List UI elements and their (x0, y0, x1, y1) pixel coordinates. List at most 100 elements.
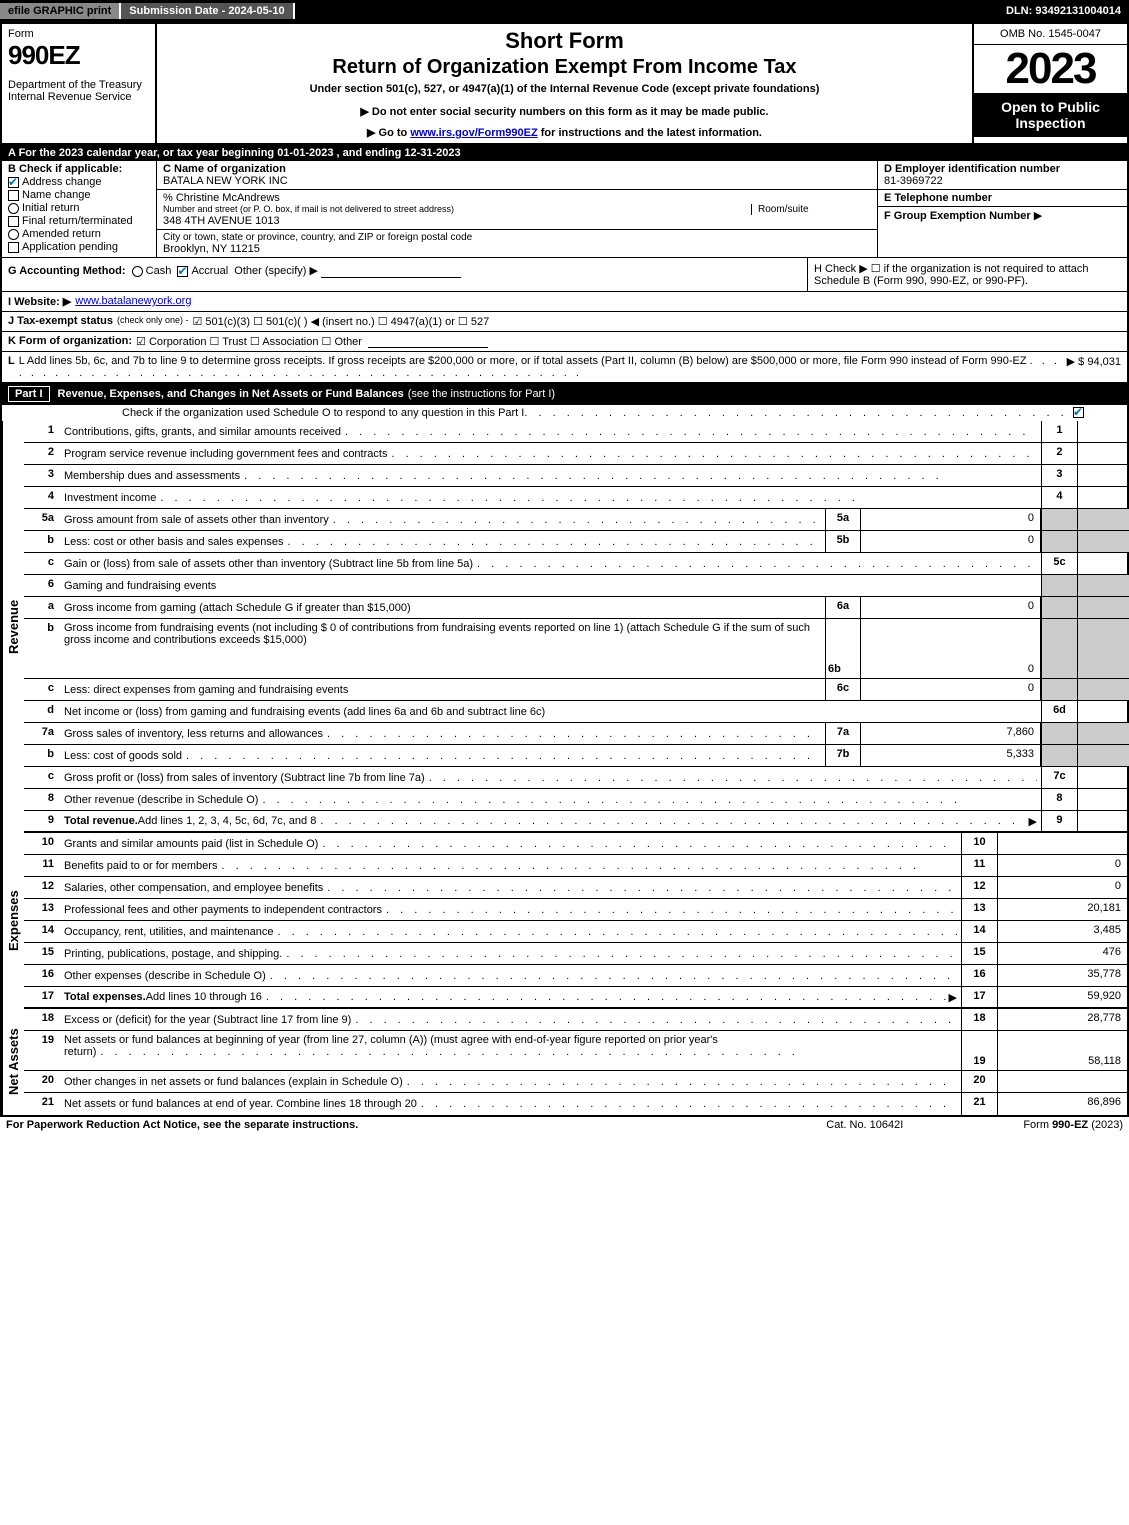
top-bar: efile GRAPHIC print Submission Date - 20… (0, 0, 1129, 22)
street-label: Number and street (or P. O. box, if mail… (163, 204, 751, 215)
page-footer: For Paperwork Reduction Act Notice, see … (0, 1117, 1129, 1133)
cb-application-pending[interactable]: Application pending (8, 241, 150, 253)
cb-amended[interactable]: Amended return (8, 228, 150, 240)
row-rnum: 16 (961, 965, 997, 986)
section-de: D Employer identification number 81-3969… (877, 161, 1127, 257)
row-num: 17 (24, 987, 60, 1007)
website-link[interactable]: www.batalanewyork.org (75, 295, 191, 308)
l-text: L Add lines 5b, 6c, and 7b to line 9 to … (19, 355, 1067, 379)
efile-link[interactable]: efile GRAPHIC print (0, 3, 121, 19)
cb-label: Name change (22, 189, 91, 201)
row-desc: Gross profit or (loss) from sales of inv… (64, 772, 425, 784)
dots: . . . . . . . . . . . . . . . . . . . . … (403, 1076, 957, 1088)
row-6a: a Gross income from gaming (attach Schedu… (24, 597, 1129, 619)
row-num: 9 (24, 811, 60, 831)
part-title: Revenue, Expenses, and Changes in Net As… (58, 388, 404, 400)
row-desc: Less: direct expenses from gaming and fu… (64, 684, 348, 696)
cb-label: Initial return (22, 202, 79, 214)
row-desc: Printing, publications, postage, and shi… (64, 948, 282, 960)
row-4: 4Investment income. . . . . . . . . . . … (24, 487, 1129, 509)
row-7a: 7aGross sales of inventory, less returns… (24, 723, 1129, 745)
row-num: 20 (24, 1071, 60, 1092)
revenue-rows: 1Contributions, gifts, grants, and simil… (24, 421, 1129, 833)
row-15: 15 Printing, publications, postage, and s… (24, 943, 1127, 965)
row-rval: 3,485 (997, 921, 1127, 942)
cb-final-return[interactable]: Final return/terminated (8, 215, 150, 227)
radio-icon[interactable] (132, 266, 143, 277)
schedule-o-checkbox[interactable] (1073, 407, 1084, 418)
row-rval: 86,896 (997, 1093, 1127, 1115)
row-num: c (24, 767, 60, 788)
row-num: 19 (24, 1031, 60, 1070)
cb-address-change[interactable]: Address change (8, 176, 150, 188)
row-rval: 28,778 (997, 1009, 1127, 1030)
dots: . . . . . . . . . . . . . . . . . . . . … (262, 991, 949, 1003)
note-ssn: ▶ Do not enter social security numbers o… (165, 105, 964, 118)
row-12: 12Salaries, other compensation, and empl… (24, 877, 1127, 899)
dots: . . . . . . . . . . . . . . . . . . . . … (473, 558, 1037, 570)
row-6b: bGross income from fundraising events (n… (24, 619, 1129, 679)
irs-link[interactable]: www.irs.gov/Form990EZ (410, 127, 537, 139)
footer-right: Form 990-EZ (2023) (1023, 1119, 1123, 1131)
form-word: Form (8, 28, 149, 40)
row-desc: Occupancy, rent, utilities, and maintena… (64, 926, 274, 938)
line-k: K Form of organization: ☑ Corporation ☐ … (2, 332, 1127, 352)
line-g: G Accounting Method: Cash Accrual Other … (2, 258, 807, 291)
arrow-icon: ▶ Go to (367, 127, 410, 139)
row-num: b (24, 619, 60, 678)
row-num: c (24, 553, 60, 574)
line-h: H Check ▶ ☐ if the organization is not r… (807, 258, 1127, 291)
row-6c: c Less: direct expenses from gaming and f… (24, 679, 1129, 701)
expenses-side-label: Expenses (2, 833, 24, 1009)
row-rval: 35,778 (997, 965, 1127, 986)
checkbox-icon[interactable] (177, 266, 188, 277)
dots: . . . . . . . . . . . . . . . . . . . . … (323, 728, 821, 740)
row-desc: Grants and similar amounts paid (list in… (64, 838, 318, 850)
header-right: OMB No. 1545-0047 2023 Open to Public In… (972, 24, 1127, 143)
row-5b: bLess: cost or other basis and sales exp… (24, 531, 1129, 553)
i-label: I Website: ▶ (8, 295, 71, 308)
cb-initial-return[interactable]: Initial return (8, 202, 150, 214)
row-desc: Net assets or fund balances at end of ye… (64, 1098, 417, 1110)
row-rval-grey (1077, 531, 1129, 552)
c-name-row: C Name of organization BATALA NEW YORK I… (157, 161, 877, 190)
row-num: c (24, 679, 60, 700)
row-rnum-grey (1041, 679, 1077, 700)
row-desc: Gaming and fundraising events (64, 580, 216, 592)
row-desc: Gross income from gaming (attach Schedul… (64, 602, 411, 614)
row-num: a (24, 597, 60, 618)
row-7c: c Gross profit or (loss) from sales of in… (24, 767, 1129, 789)
header-left: Form 990EZ Department of the Treasury In… (2, 24, 157, 143)
row-desc: Salaries, other compensation, and employ… (64, 882, 323, 894)
row-rnum: 17 (961, 987, 997, 1007)
row-5c: cGain or (loss) from sale of assets othe… (24, 553, 1129, 575)
row-rnum-grey (1041, 509, 1077, 530)
subtitle: Under section 501(c), 527, or 4947(a)(1)… (165, 83, 964, 95)
dots: . . . . . . . . . . . . . . . . . . . . … (258, 794, 1037, 806)
row-rnum: 9 (1041, 811, 1077, 831)
netassets-rows: 18Excess or (deficit) for the year (Subt… (24, 1009, 1127, 1115)
d-label: D Employer identification number (884, 163, 1121, 175)
row-num: 16 (24, 965, 60, 986)
row-7b: bLess: cost of goods sold. . . . . . . .… (24, 745, 1129, 767)
checkbox-icon (8, 177, 19, 188)
expenses-rows: 10Grants and similar amounts paid (list … (24, 833, 1127, 1009)
row-rnum: 14 (961, 921, 997, 942)
l-label: L (8, 355, 15, 379)
row-rnum: 3 (1041, 465, 1077, 486)
row-14: 14 Occupancy, rent, utilities, and mainte… (24, 921, 1127, 943)
row-19: 19Net assets or fund balances at beginni… (24, 1031, 1127, 1071)
cb-label: Amended return (22, 228, 101, 240)
row-desc: Other changes in net assets or fund bala… (64, 1076, 403, 1088)
row-9: 9Total revenue. Add lines 1, 2, 3, 4, 5c… (24, 811, 1129, 833)
part-sub-text: Check if the organization used Schedule … (122, 407, 524, 419)
row-num: 15 (24, 943, 60, 964)
row-rval: 0 (1077, 487, 1129, 508)
row-rval-grey (1077, 575, 1129, 596)
open-to-public: Open to Public Inspection (974, 93, 1127, 137)
dots: . . . . . . . . . . . . . . . . . . . . … (387, 448, 1037, 460)
title-short-form: Short Form (165, 28, 964, 54)
row-desc: Investment income (64, 492, 156, 504)
row-rval-grey (1077, 723, 1129, 744)
cb-name-change[interactable]: Name change (8, 189, 150, 201)
